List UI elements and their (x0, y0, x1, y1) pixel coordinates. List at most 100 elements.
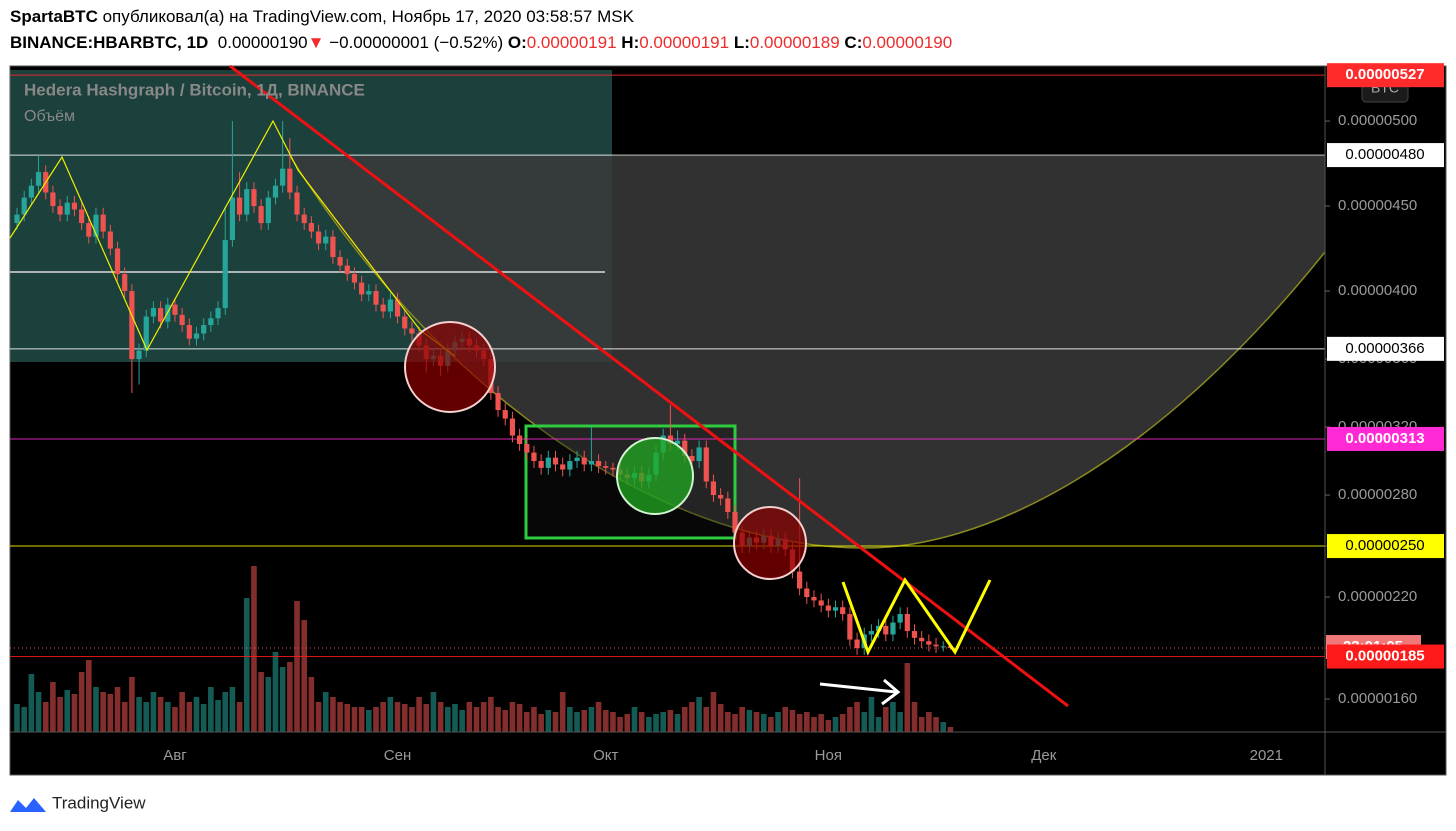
candle-body (574, 457, 580, 462)
candle-body (193, 333, 200, 339)
volume-bar (933, 717, 939, 732)
volume-bar (660, 712, 666, 732)
arrow: ▼ (307, 33, 325, 52)
volume-bar (466, 702, 473, 732)
level-label-box (1327, 644, 1444, 669)
level-label-box (1327, 63, 1444, 88)
candle-body (567, 461, 573, 470)
volume-bar (387, 697, 394, 732)
volume-bar (265, 677, 272, 732)
volume-bar (875, 717, 882, 732)
candle-body (315, 231, 322, 244)
o-value: 0.00000191 (526, 33, 617, 52)
volume-bar (473, 707, 480, 732)
candle-body (258, 206, 264, 224)
volume-bar (696, 697, 702, 732)
candle-body (93, 214, 99, 237)
volume-bar (279, 667, 286, 732)
volume-bar (93, 687, 99, 732)
candle-body (387, 299, 393, 312)
y-tick-label: 0.00000160 (1338, 690, 1417, 707)
candle-body (868, 631, 875, 635)
volume-bar (107, 694, 114, 732)
volume-bar (516, 704, 523, 732)
candle-body (294, 192, 300, 215)
volume-bar (502, 710, 509, 732)
volume-bar (545, 710, 552, 732)
volume-bar (21, 707, 27, 732)
x-tick-label: 2021 (1250, 747, 1283, 764)
volume-bar (229, 687, 236, 732)
candle-body (840, 607, 846, 615)
candle-body (667, 435, 673, 445)
candle-body (143, 316, 149, 351)
candle-body (890, 622, 896, 635)
y-tick-label: 0.00000220 (1338, 588, 1417, 605)
candle-body (373, 291, 379, 305)
candle-body (595, 461, 602, 467)
volume-bar (136, 697, 142, 732)
volume-bar (847, 707, 853, 732)
volume-bar (602, 710, 609, 732)
volume-bar (157, 697, 164, 732)
candle-body (610, 467, 616, 470)
candle-body (323, 236, 329, 244)
author: SpartaBTC (10, 7, 98, 26)
volume-bar (100, 692, 106, 732)
arc-area (290, 156, 1325, 549)
volume-bar (567, 707, 573, 732)
candle-body (14, 214, 20, 224)
volume-bar (926, 712, 932, 732)
l-value: 0.00000189 (749, 33, 840, 52)
volume-bar (581, 710, 588, 732)
volume-bar (753, 712, 760, 732)
w-pattern (841, 577, 992, 656)
volume-bar (653, 714, 659, 732)
level-label: 0.00000185 (1345, 647, 1424, 664)
arrow-head (881, 678, 901, 706)
volume-bar (839, 714, 846, 732)
candle-body (897, 614, 903, 623)
volume-bar (488, 697, 494, 732)
volume-bar (861, 712, 868, 732)
volume-bar (689, 702, 695, 732)
volume-bar (150, 692, 157, 732)
candle-body (330, 236, 336, 258)
level-label: 0.00000250 (1345, 537, 1424, 554)
volume-bar (258, 672, 264, 732)
volume-bar (208, 687, 214, 732)
circle-red (733, 506, 807, 580)
volume-bar (495, 707, 501, 732)
candle-body (359, 282, 365, 295)
candle-body (50, 192, 56, 207)
volume-bar (868, 697, 875, 732)
x-tick-label: Авг (163, 747, 187, 764)
candle-body (229, 197, 235, 241)
volume-bar (222, 692, 229, 732)
volume-bar (940, 722, 947, 732)
volume-bar (782, 707, 789, 732)
volume-bar (366, 710, 372, 732)
candle-body (114, 248, 121, 275)
candle-body (538, 461, 544, 468)
arrow (819, 682, 897, 694)
volume-bar (294, 601, 300, 732)
level-label: 0.00000527 (1345, 66, 1424, 83)
candle-body (883, 625, 889, 635)
volume-bar (322, 692, 329, 732)
h-value: 0.00000191 (639, 33, 730, 52)
volume-bar (595, 702, 602, 732)
candle-body (100, 214, 106, 232)
candle-body (703, 447, 709, 482)
volume-bar (818, 714, 824, 732)
candle-body (208, 318, 214, 326)
volume-bar (430, 692, 437, 732)
candle-body (280, 168, 286, 186)
volume-bar (746, 710, 753, 732)
volume-bar (480, 702, 487, 732)
volume-bar (344, 704, 351, 732)
price: 0.00000190 (217, 33, 308, 52)
volume-bar (832, 717, 839, 732)
candle-body (244, 189, 250, 215)
h-label: H: (621, 33, 640, 52)
